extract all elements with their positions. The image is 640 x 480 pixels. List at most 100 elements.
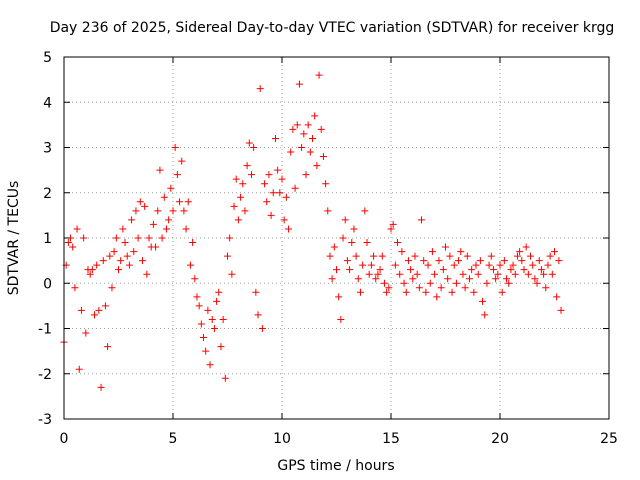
data-point xyxy=(195,302,203,310)
data-point xyxy=(247,171,255,179)
data-point xyxy=(75,365,83,373)
data-point xyxy=(182,225,190,233)
data-point xyxy=(298,144,306,151)
data-point xyxy=(333,266,340,274)
data-point xyxy=(217,343,225,351)
data-point xyxy=(446,252,454,260)
y-tick-label: -2 xyxy=(38,367,52,383)
data-point xyxy=(435,257,443,265)
data-point xyxy=(389,220,397,228)
data-point xyxy=(455,257,463,265)
data-point xyxy=(404,257,412,265)
data-point xyxy=(295,80,303,88)
data-point xyxy=(191,275,199,283)
data-point xyxy=(457,248,465,256)
data-point xyxy=(64,239,72,247)
data-point xyxy=(184,198,192,206)
data-point xyxy=(400,279,408,287)
data-point xyxy=(193,293,201,301)
y-tick-label: 5 xyxy=(43,50,52,66)
data-point xyxy=(224,252,231,260)
x-tick-label: 0 xyxy=(60,431,69,447)
data-point xyxy=(322,180,330,188)
data-point xyxy=(123,252,131,260)
data-point xyxy=(143,270,151,278)
data-point xyxy=(426,279,434,287)
data-point xyxy=(444,275,452,283)
data-point xyxy=(335,293,343,301)
data-point xyxy=(293,121,301,129)
data-point xyxy=(254,311,262,319)
data-point xyxy=(324,207,332,215)
data-point xyxy=(494,270,502,278)
data-point xyxy=(551,248,558,256)
data-point xyxy=(422,288,430,296)
data-point xyxy=(319,153,327,161)
data-point xyxy=(413,270,421,278)
data-point xyxy=(278,175,286,183)
data-point xyxy=(437,284,445,292)
data-point xyxy=(516,248,524,256)
data-point xyxy=(540,270,548,278)
data-point xyxy=(442,243,449,251)
x-tick-label: 10 xyxy=(273,431,291,447)
data-point xyxy=(465,275,473,283)
data-point xyxy=(476,257,484,265)
data-point xyxy=(267,211,275,219)
data-point xyxy=(396,270,404,278)
data-point xyxy=(383,288,391,296)
y-tick-label: 0 xyxy=(43,276,52,292)
data-point xyxy=(489,266,497,274)
data-point xyxy=(367,261,375,269)
data-point xyxy=(180,207,188,215)
data-point xyxy=(522,243,530,251)
data-point xyxy=(481,311,489,319)
data-point xyxy=(485,261,493,269)
data-point xyxy=(234,216,242,224)
data-point xyxy=(125,261,133,269)
data-point xyxy=(555,257,563,265)
data-point xyxy=(513,252,521,260)
data-point xyxy=(274,166,282,174)
data-point xyxy=(350,225,358,233)
data-point xyxy=(119,225,127,233)
data-point xyxy=(178,157,186,165)
data-point xyxy=(208,315,216,323)
data-point xyxy=(356,288,364,296)
data-point xyxy=(261,180,269,188)
x-tick-label: 25 xyxy=(600,431,618,447)
data-point xyxy=(378,252,386,260)
data-point xyxy=(121,239,129,247)
data-point xyxy=(498,288,506,296)
data-point xyxy=(535,257,543,265)
data-point xyxy=(387,225,395,233)
data-point xyxy=(73,225,81,233)
data-point xyxy=(411,252,419,260)
data-point xyxy=(138,257,146,265)
data-point xyxy=(197,320,205,328)
data-point xyxy=(531,275,539,283)
data-point xyxy=(533,279,541,287)
data-point xyxy=(250,144,258,151)
data-point xyxy=(328,275,336,283)
data-point xyxy=(450,261,458,269)
data-point xyxy=(496,261,504,269)
data-point xyxy=(165,216,173,224)
data-point xyxy=(101,302,109,310)
data-point xyxy=(418,216,426,224)
data-point xyxy=(202,347,210,355)
data-point xyxy=(431,270,439,278)
y-tick-label: 1 xyxy=(43,231,52,247)
data-point xyxy=(330,243,338,251)
data-point xyxy=(269,189,277,197)
data-point xyxy=(385,284,393,292)
data-point xyxy=(276,189,284,197)
data-point xyxy=(409,275,417,283)
data-point xyxy=(346,266,354,274)
grid-lines xyxy=(64,57,609,419)
data-point xyxy=(470,288,478,296)
data-point xyxy=(210,325,218,332)
y-axis-label: SDTVAR / TECUs xyxy=(6,181,22,296)
y-tick-label: 3 xyxy=(43,141,52,157)
